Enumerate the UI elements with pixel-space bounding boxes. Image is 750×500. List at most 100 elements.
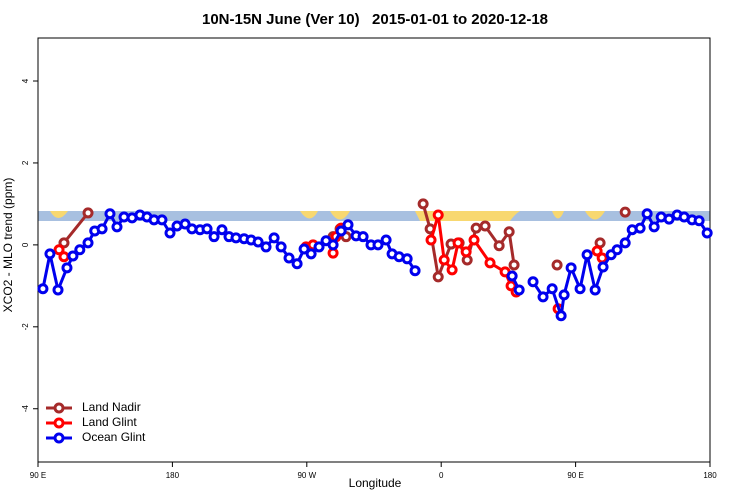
point [179,218,191,230]
legend-marker [53,432,65,444]
legend-marker [53,402,65,414]
point [164,227,176,239]
point [260,241,272,253]
point [565,262,577,274]
point [611,244,623,256]
point [581,249,593,261]
point [82,237,94,249]
point [313,241,325,253]
point [634,222,646,234]
point [452,237,464,249]
point [58,237,70,249]
point [52,284,64,296]
point [551,259,563,271]
point [61,262,73,274]
point [53,244,65,256]
legend-label: Ocean Glint [82,430,146,444]
point [335,225,347,237]
point [574,283,586,295]
point [484,257,496,269]
y-tick-label: 0 [21,242,30,247]
point [283,252,295,264]
x-tick-label: 90 W [297,471,316,480]
point [641,208,653,220]
point [432,271,444,283]
point [275,241,287,253]
point [470,222,482,234]
point [438,254,450,266]
point [104,208,116,220]
point [619,206,631,218]
point [208,231,220,243]
point [327,239,339,251]
legend-label: Land Glint [82,415,137,429]
y-tick-label: -4 [21,405,30,413]
point [589,284,601,296]
point [546,283,558,295]
legend-marker [53,417,65,429]
x-tick-label: 90 E [30,471,46,480]
point [44,248,56,260]
x-tick-label: 90 E [567,471,583,480]
y-axis-label: XCO2 - MLO trend (ppm) [1,178,15,313]
point [401,253,413,265]
point [268,232,280,244]
point [291,258,303,270]
point [111,221,123,233]
point [201,223,213,235]
point [216,224,228,236]
point [252,236,264,248]
y-tick-label: 4 [21,78,30,83]
x-tick-label: 180 [166,471,180,480]
x-tick-label: 0 [439,471,444,480]
point [372,239,384,251]
point [96,223,108,235]
point [701,227,713,239]
y-tick-label: 2 [21,160,30,165]
point [460,246,472,258]
point [409,265,421,277]
point [527,276,539,288]
point [432,209,444,221]
point [558,289,570,301]
point [156,214,168,226]
plot-frame [37,37,711,463]
point [342,219,354,231]
point [648,221,660,233]
point [468,234,480,246]
point [555,310,567,322]
point [693,215,705,227]
point [58,251,70,263]
point [298,243,310,255]
point [508,259,520,271]
x-tick-label: 180 [703,471,717,480]
point [596,252,608,264]
y-tick-label: -2 [21,323,30,331]
land-ocean-band [38,211,710,221]
point [663,213,675,225]
point [493,240,505,252]
point [479,220,491,232]
point [513,284,525,296]
point [357,231,369,243]
point [446,264,458,276]
point [506,270,518,282]
point [417,198,429,210]
point [597,261,609,273]
point [305,248,317,260]
point [74,244,86,256]
point [503,226,515,238]
ocean-band [38,211,710,221]
point [619,237,631,249]
legend-label: Land Nadir [82,400,141,414]
point [67,250,79,262]
point [37,283,49,295]
point [82,207,94,219]
point [591,245,603,257]
point [425,234,437,246]
point [537,291,549,303]
land-band [50,211,605,221]
x-axis-label: Longitude [349,476,402,490]
point [380,234,392,246]
